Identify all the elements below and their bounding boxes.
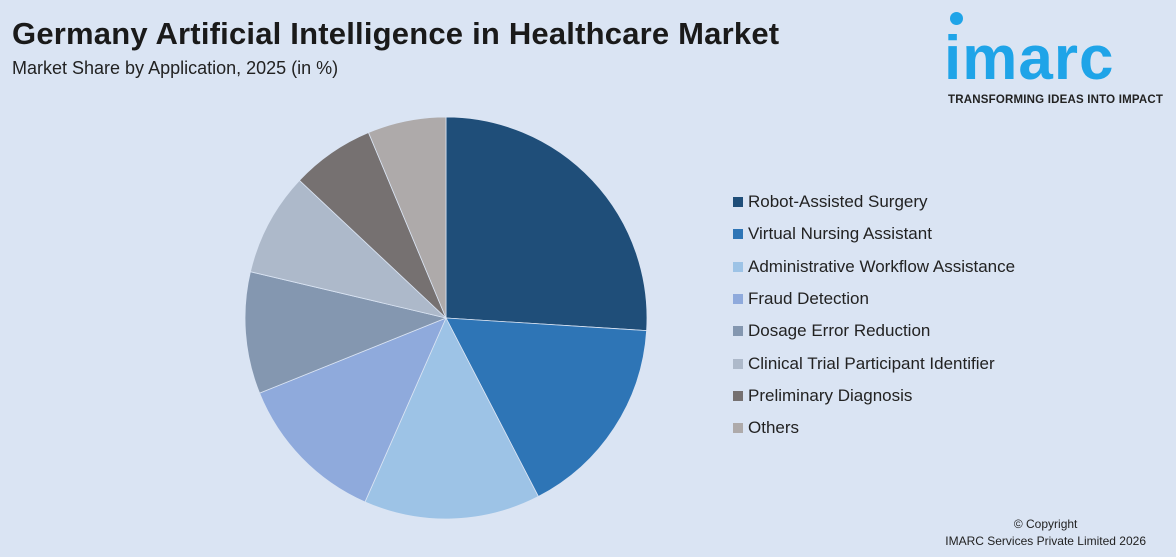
legend-item: Robot-Assisted Surgery <box>733 186 1015 218</box>
legend-label: Administrative Workflow Assistance <box>748 256 1016 276</box>
pie-slice-4 <box>244 271 448 394</box>
legend-label: Others <box>748 418 800 438</box>
imarc-logo: imarc TRANSFORMING IDEAS INTO IMPACT <box>944 12 1170 110</box>
logo-tagline: TRANSFORMING IDEAS INTO IMPACT <box>948 94 1164 106</box>
legend-label: Virtual Nursing Assistant <box>748 224 932 244</box>
legend-swatch <box>733 358 743 369</box>
legend-label: Clinical Trial Participant Identifier <box>748 353 995 373</box>
legend-swatch <box>733 261 743 272</box>
chart-title: Germany Artificial Intelligence in Healt… <box>12 16 780 51</box>
legend-item: Others <box>733 412 1015 444</box>
legend-swatch <box>733 197 743 208</box>
legend-item: Administrative Workflow Assistance <box>733 251 1015 283</box>
legend-label: Dosage Error Reduction <box>748 321 931 341</box>
legend-label: Fraud Detection <box>748 289 869 309</box>
legend-swatch <box>733 423 743 434</box>
legend-swatch <box>733 294 743 305</box>
copyright-line-2: IMARC Services Private Limited 2026 <box>945 534 1146 548</box>
legend-item: Fraud Detection <box>733 283 1015 315</box>
legend-swatch <box>733 390 743 401</box>
pie-slice-0 <box>445 116 648 332</box>
legend-item: Virtual Nursing Assistant <box>733 218 1015 250</box>
pie-slice-2 <box>364 317 539 520</box>
legend-item: Dosage Error Reduction <box>733 315 1015 347</box>
pie-slice-3 <box>259 317 447 503</box>
legend-label: Robot-Assisted Surgery <box>748 192 928 212</box>
legend-swatch <box>733 326 743 337</box>
pie-slice-7 <box>367 116 447 319</box>
logo-dot-icon <box>950 12 963 25</box>
chart-legend: Robot-Assisted Surgery Virtual Nursing As… <box>733 186 1015 444</box>
copyright-line-1: © Copyright <box>1013 517 1078 531</box>
legend-item: Clinical Trial Participant Identifier <box>733 347 1015 379</box>
legend-label: Preliminary Diagnosis <box>748 385 913 405</box>
logo-wordmark: imarc <box>944 24 1115 93</box>
pie-chart <box>244 116 648 520</box>
legend-item: Preliminary Diagnosis <box>733 380 1015 412</box>
copyright-notice: © Copyright IMARC Services Private Limit… <box>945 516 1146 550</box>
pie-slice-5 <box>249 179 448 319</box>
legend-swatch <box>733 229 743 240</box>
pie-slice-1 <box>445 317 648 498</box>
chart-subtitle: Market Share by Application, 2025 (in %) <box>12 58 339 78</box>
